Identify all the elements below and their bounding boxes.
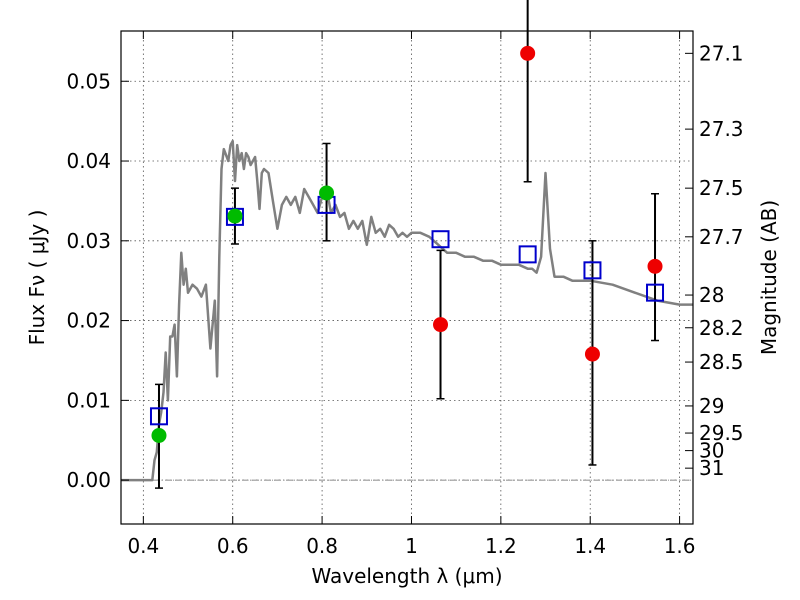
magnitude-tick-label: 28.5 [699, 350, 744, 374]
x-tick-label: 1.2 [485, 534, 517, 558]
data-markers [149, 45, 665, 443]
magnitude-tick-label: 27.1 [699, 41, 744, 65]
magnitude-tick-label: 27.5 [699, 176, 744, 200]
observed-flux-marker [647, 258, 663, 274]
magnitude-tick-label: 29.5 [699, 421, 744, 445]
y-tick-label: 0.01 [66, 388, 111, 412]
y-tick-label: 0.05 [66, 69, 111, 93]
magnitude-tick-label: 31 [699, 456, 724, 480]
magnitude-tick-label: 27.3 [699, 117, 744, 141]
magnitude-tick-label: 28.2 [699, 316, 744, 340]
model-spectrum-line [121, 139, 693, 482]
y-tick-label: 0.03 [66, 229, 111, 253]
y-tick-label: 0.04 [66, 149, 111, 173]
model-photometry-marker [431, 230, 450, 249]
x-tick-label: 0.6 [217, 534, 249, 558]
y-axis-right-label: Magnitude (AB) [757, 200, 781, 355]
observed-flux-marker [151, 427, 167, 443]
y-axis-label: Flux Fν ( μJy ) [25, 210, 49, 346]
plot-frame [120, 30, 694, 525]
x-tick-label: 1 [405, 534, 418, 558]
magnitude-tick-label: 28 [699, 283, 724, 307]
observed-flux-marker [520, 45, 536, 61]
plot-area [120, 0, 694, 525]
x-tick-label: 1.4 [574, 534, 606, 558]
x-tick-label: 0.4 [127, 534, 159, 558]
model-photometry-marker [646, 283, 665, 302]
model-photometry-marker [518, 245, 537, 264]
y-axis-left: 0.00 0.01 0.02 0.03 0.04 0.05 [66, 69, 129, 492]
x-tick-label: 0.8 [306, 534, 338, 558]
magnitude-tick-label: 29 [699, 394, 724, 418]
model-photometry-marker [149, 407, 168, 426]
x-tick-label: 1.6 [664, 534, 696, 558]
observed-flux-marker [319, 185, 335, 201]
x-axis: 0.4 0.6 0.8 1 1.2 1.4 1.6 [127, 31, 696, 558]
model-photometry-marker [583, 261, 602, 280]
x-axis-label: Wavelength λ (μm) [311, 564, 502, 588]
plot-background [121, 31, 693, 524]
y-tick-label: 0.02 [66, 309, 111, 333]
observed-flux-marker [433, 317, 449, 333]
observed-flux-marker [584, 346, 600, 362]
magnitude-tick-label: 27.7 [699, 225, 744, 249]
observed-flux-marker [227, 208, 243, 224]
y-tick-label: 0.00 [66, 468, 111, 492]
magnitude-tick-label: 30 [699, 439, 724, 463]
